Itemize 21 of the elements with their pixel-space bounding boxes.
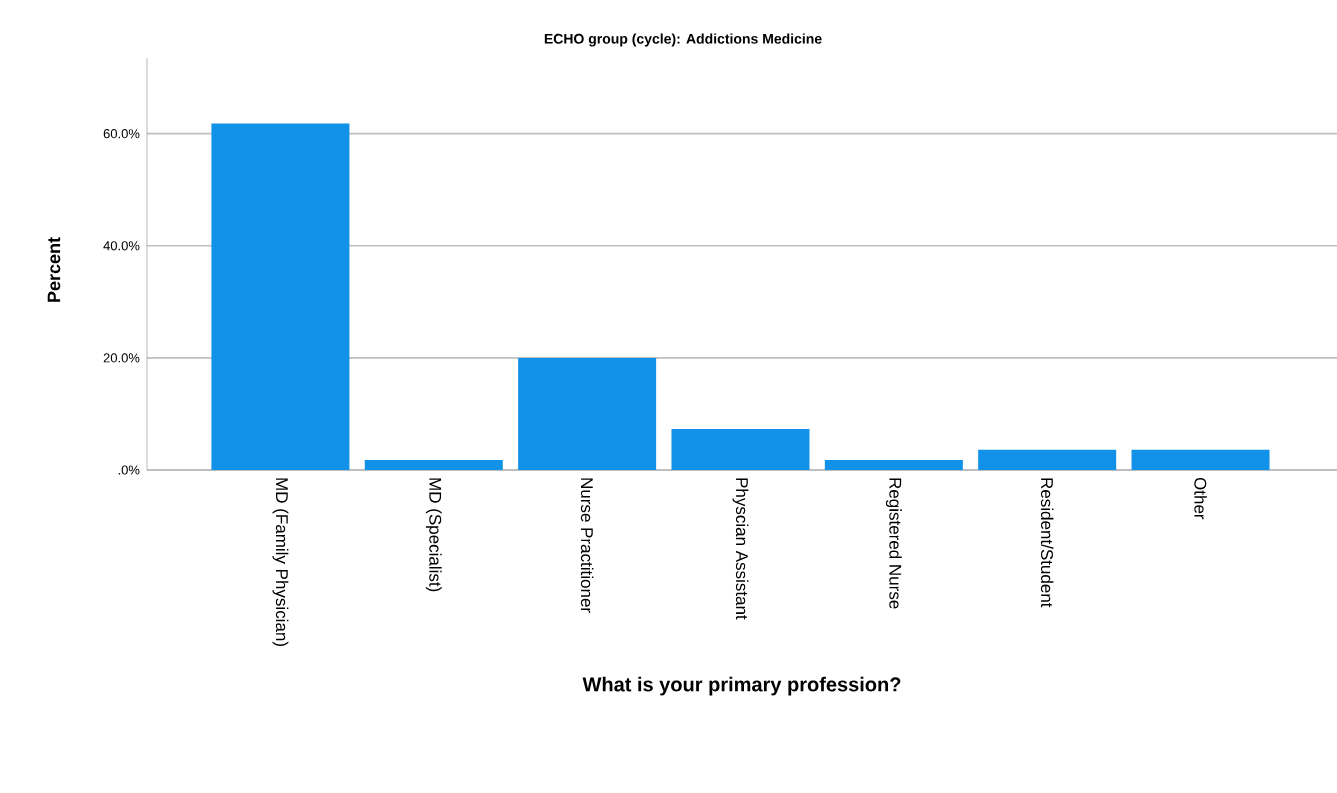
bar <box>824 459 963 470</box>
x-axis-title: What is your primary profession? <box>582 676 901 696</box>
y-axis-title: Percent <box>47 237 61 302</box>
x-tick-label: MD (Family Physician) <box>272 478 289 646</box>
x-tick-label: Resident/Student <box>1040 478 1054 608</box>
bar <box>364 459 503 470</box>
bar <box>1131 449 1270 470</box>
bar <box>978 449 1117 470</box>
bar <box>671 429 810 470</box>
bar <box>211 123 350 470</box>
y-tick-label: 40.0% <box>103 241 140 251</box>
y-tick-label: .0% <box>118 465 140 475</box>
x-tick-label: MD (Specialist) <box>425 478 442 592</box>
y-tick-label: 20.0% <box>103 353 140 363</box>
x-tick-label: Other <box>1194 477 1207 520</box>
y-tick-label: 60.0% <box>103 129 140 139</box>
x-tick-label: Registered Nurse <box>885 478 902 609</box>
bar <box>518 357 657 470</box>
chart-title: ECHO group (cycle): Addictions Medicine <box>544 33 822 47</box>
x-tick-label: Physcian Assistant <box>732 478 749 620</box>
x-tick-label: Nurse Practitioner <box>580 478 594 613</box>
